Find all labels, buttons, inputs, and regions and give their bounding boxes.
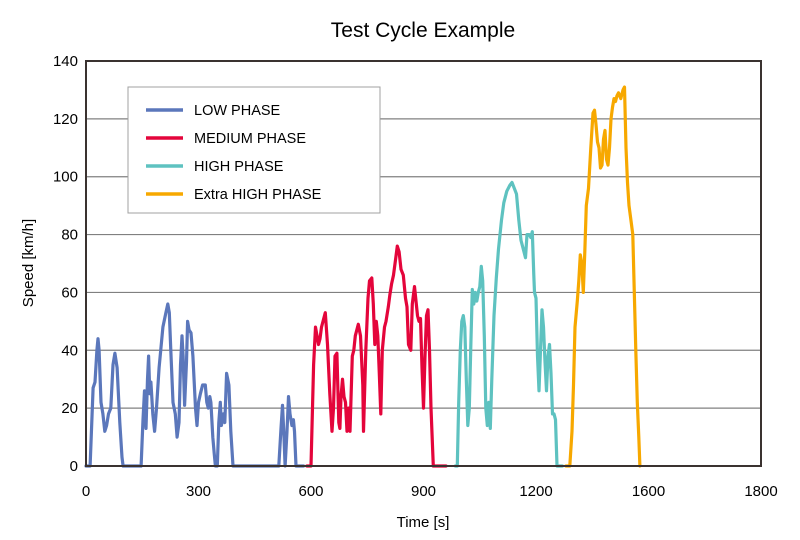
chart-title: Test Cycle Example [331, 19, 515, 42]
x-tick-label: 900 [411, 483, 436, 500]
x-tick-label: 1600 [632, 483, 665, 500]
y-tick-label: 120 [53, 111, 78, 128]
legend-label: HIGH PHASE [194, 159, 284, 175]
x-axis-ticks: 0 300 600 900 1200 1600 1800 [82, 483, 778, 500]
y-tick-label: 20 [61, 400, 78, 417]
series-layer [84, 85, 642, 468]
legend-label: Extra HIGH PHASE [194, 187, 322, 203]
legend-label: LOW PHASE [194, 103, 281, 119]
y-tick-label: 0 [70, 458, 78, 475]
y-tick-label: 100 [53, 169, 78, 186]
y-axis-ticks: 0 20 40 60 80 100 120 140 [53, 53, 78, 475]
x-tick-label: 300 [186, 483, 211, 500]
legend-box [127, 86, 381, 214]
x-tick-label: 600 [298, 483, 323, 500]
plot-area-frame [85, 60, 762, 467]
series-line-medium-phase [305, 244, 448, 468]
y-tick-label: 60 [61, 284, 78, 301]
y-axis-label: Speed [km/h] [20, 219, 37, 307]
series-line-low-phase [84, 302, 306, 468]
y-tick-label: 80 [61, 227, 78, 244]
legend-label: MEDIUM PHASE [194, 131, 306, 147]
series-line-extra-high-phase [564, 85, 642, 468]
y-tick-label: 140 [53, 53, 78, 70]
series-line-high-phase [453, 180, 564, 468]
x-tick-label: 0 [82, 483, 90, 500]
y-tick-label: 40 [61, 342, 78, 359]
x-tick-label: 1200 [519, 483, 552, 500]
x-tick-label: 1800 [744, 483, 777, 500]
legend: LOW PHASE MEDIUM PHASE HIGH PHASE Extra HIG… [127, 86, 381, 214]
x-axis-label: Time [s] [397, 514, 450, 531]
